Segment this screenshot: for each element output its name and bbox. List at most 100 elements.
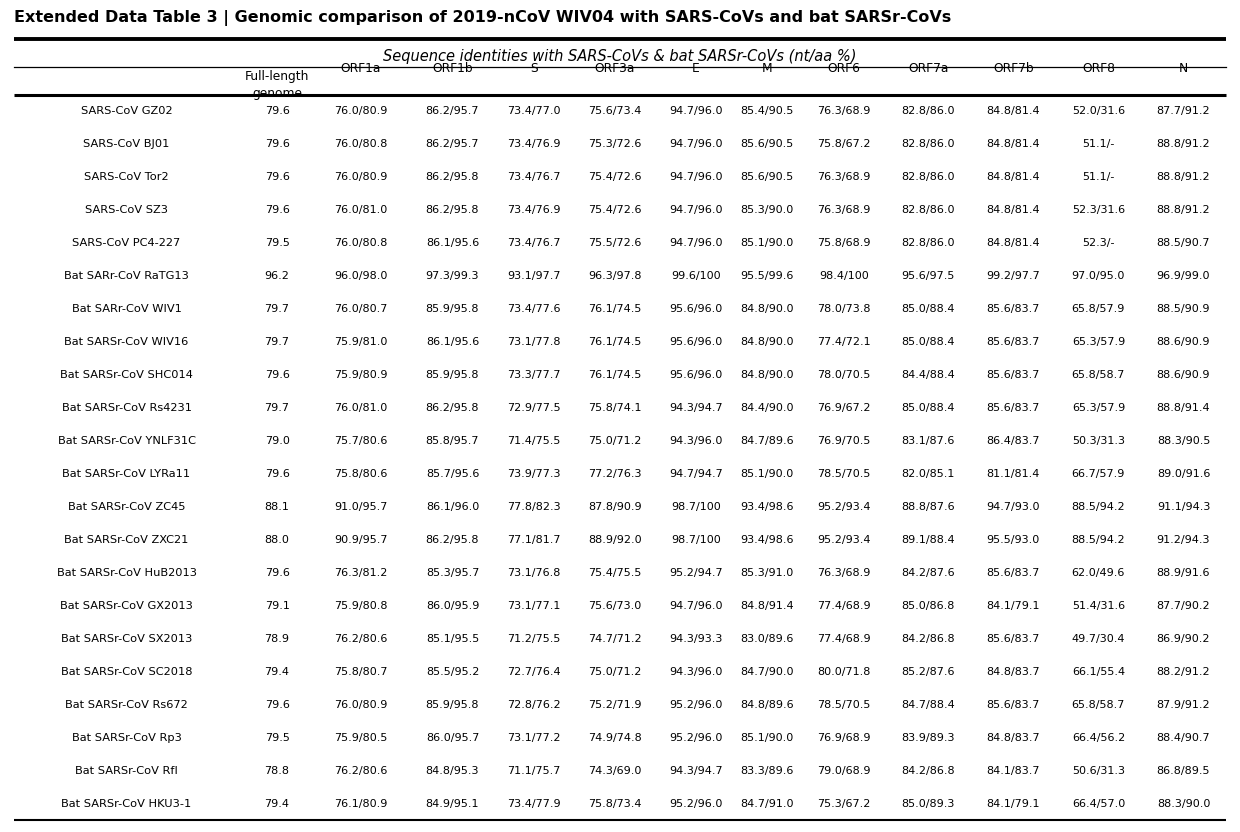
Text: 77.4/68.9: 77.4/68.9 [817, 634, 870, 644]
Text: Bat SARSr-CoV SHC014: Bat SARSr-CoV SHC014 [60, 370, 193, 380]
Text: 79.1: 79.1 [264, 601, 289, 611]
Text: 85.3/95.7: 85.3/95.7 [425, 568, 479, 578]
Text: 88.2/91.2: 88.2/91.2 [1157, 666, 1210, 676]
Text: 85.0/89.3: 85.0/89.3 [901, 799, 955, 809]
Text: 79.6: 79.6 [264, 206, 289, 215]
Text: 94.3/96.0: 94.3/96.0 [670, 436, 723, 446]
Text: 91.2/94.3: 91.2/94.3 [1157, 535, 1210, 545]
Text: 73.4/76.7: 73.4/76.7 [507, 238, 560, 248]
Text: 84.8/91.4: 84.8/91.4 [740, 601, 794, 611]
Text: ORF8: ORF8 [1081, 62, 1115, 75]
Text: 98.7/100: 98.7/100 [671, 502, 720, 512]
Text: 65.3/57.9: 65.3/57.9 [1071, 337, 1125, 347]
Text: Bat SARSr-CoV Rp3: Bat SARSr-CoV Rp3 [72, 733, 181, 743]
Text: 97.3/99.3: 97.3/99.3 [425, 271, 479, 281]
Text: 84.8/81.4: 84.8/81.4 [987, 238, 1040, 248]
Text: 84.8/95.3: 84.8/95.3 [425, 765, 479, 775]
Text: 85.3/91.0: 85.3/91.0 [740, 568, 794, 578]
Text: SARS-CoV BJ01: SARS-CoV BJ01 [83, 140, 170, 150]
Text: 81.1/81.4: 81.1/81.4 [987, 469, 1040, 479]
Text: 84.2/87.6: 84.2/87.6 [901, 568, 955, 578]
Text: 85.9/95.8: 85.9/95.8 [425, 700, 479, 710]
Text: 82.8/86.0: 82.8/86.0 [901, 140, 955, 150]
Text: 85.6/83.7: 85.6/83.7 [987, 337, 1040, 347]
Text: 84.1/79.1: 84.1/79.1 [987, 601, 1040, 611]
Text: 50.3/31.3: 50.3/31.3 [1071, 436, 1125, 446]
Text: 84.4/88.4: 84.4/88.4 [901, 370, 955, 380]
Text: 84.1/79.1: 84.1/79.1 [987, 799, 1040, 809]
Text: 94.7/96.0: 94.7/96.0 [670, 601, 723, 611]
Text: 76.0/80.9: 76.0/80.9 [334, 106, 388, 116]
Text: Bat SARSr-CoV YNLF31C: Bat SARSr-CoV YNLF31C [57, 436, 196, 446]
Text: 88.9/91.6: 88.9/91.6 [1157, 568, 1210, 578]
Text: 75.6/73.0: 75.6/73.0 [588, 601, 641, 611]
Text: 79.6: 79.6 [264, 568, 289, 578]
Text: 85.6/83.7: 85.6/83.7 [987, 370, 1040, 380]
Text: 79.0: 79.0 [264, 436, 289, 446]
Text: 76.0/81.0: 76.0/81.0 [335, 206, 387, 215]
Text: 89.1/88.4: 89.1/88.4 [901, 535, 955, 545]
Text: 75.8/80.6: 75.8/80.6 [334, 469, 388, 479]
Text: 94.7/94.7: 94.7/94.7 [670, 469, 723, 479]
Text: 76.9/68.9: 76.9/68.9 [817, 733, 870, 743]
Text: 96.0/98.0: 96.0/98.0 [334, 271, 388, 281]
Text: Bat SARSr-CoV WIV16: Bat SARSr-CoV WIV16 [64, 337, 188, 347]
Text: 94.3/93.3: 94.3/93.3 [670, 634, 723, 644]
Text: 82.0/85.1: 82.0/85.1 [901, 469, 955, 479]
Text: 73.4/77.6: 73.4/77.6 [507, 305, 560, 314]
Text: 99.2/97.7: 99.2/97.7 [987, 271, 1040, 281]
Text: 89.0/91.6: 89.0/91.6 [1157, 469, 1210, 479]
Text: ORF1b: ORF1b [433, 62, 472, 75]
Text: ORF3a: ORF3a [594, 62, 635, 75]
Text: 83.0/89.6: 83.0/89.6 [740, 634, 794, 644]
Text: 91.0/95.7: 91.0/95.7 [334, 502, 388, 512]
Text: Bat SARr-CoV WIV1: Bat SARr-CoV WIV1 [72, 305, 181, 314]
Text: 75.2/71.9: 75.2/71.9 [588, 700, 641, 710]
Text: 86.0/95.7: 86.0/95.7 [425, 733, 479, 743]
Text: 94.7/96.0: 94.7/96.0 [670, 238, 723, 248]
Text: 77.8/82.3: 77.8/82.3 [507, 502, 560, 512]
Text: 93.1/97.7: 93.1/97.7 [507, 271, 560, 281]
Text: 75.0/71.2: 75.0/71.2 [588, 666, 641, 676]
Text: 98.4/100: 98.4/100 [818, 271, 869, 281]
Text: Full-length
genome: Full-length genome [244, 70, 309, 100]
Text: 84.8/90.0: 84.8/90.0 [740, 370, 794, 380]
Text: 82.8/86.0: 82.8/86.0 [901, 172, 955, 182]
Text: 88.6/90.9: 88.6/90.9 [1157, 337, 1210, 347]
Text: 86.2/95.8: 86.2/95.8 [425, 172, 479, 182]
Text: 87.7/91.2: 87.7/91.2 [1157, 106, 1210, 116]
Text: Bat SARSr-CoV SC2018: Bat SARSr-CoV SC2018 [61, 666, 192, 676]
Text: 83.3/89.6: 83.3/89.6 [740, 765, 794, 775]
Text: 65.8/58.7: 65.8/58.7 [1071, 370, 1125, 380]
Text: 74.7/71.2: 74.7/71.2 [588, 634, 641, 644]
Text: 73.4/76.9: 73.4/76.9 [507, 140, 560, 150]
Text: 85.7/95.6: 85.7/95.6 [425, 469, 479, 479]
Text: 85.5/95.2: 85.5/95.2 [425, 666, 479, 676]
Text: 75.5/72.6: 75.5/72.6 [588, 238, 641, 248]
Text: 88.3/90.0: 88.3/90.0 [1157, 799, 1210, 809]
Text: 86.1/95.6: 86.1/95.6 [425, 238, 479, 248]
Text: 85.1/90.0: 85.1/90.0 [740, 238, 794, 248]
Text: 77.4/68.9: 77.4/68.9 [817, 601, 870, 611]
Text: 84.8/90.0: 84.8/90.0 [740, 337, 794, 347]
Text: 85.6/90.5: 85.6/90.5 [740, 172, 794, 182]
Text: 84.4/90.0: 84.4/90.0 [740, 403, 794, 413]
Text: 76.2/80.6: 76.2/80.6 [334, 765, 388, 775]
Text: 76.1/74.5: 76.1/74.5 [588, 370, 641, 380]
Text: 95.2/94.7: 95.2/94.7 [670, 568, 723, 578]
Text: 79.6: 79.6 [264, 370, 289, 380]
Text: 84.7/90.0: 84.7/90.0 [740, 666, 794, 676]
Text: 51.1/-: 51.1/- [1083, 172, 1115, 182]
Text: 98.7/100: 98.7/100 [671, 535, 720, 545]
Text: M: M [761, 62, 773, 75]
Text: 88.0: 88.0 [264, 535, 289, 545]
Text: 76.9/70.5: 76.9/70.5 [817, 436, 870, 446]
Text: 88.8/91.4: 88.8/91.4 [1157, 403, 1210, 413]
Text: 86.9/90.2: 86.9/90.2 [1157, 634, 1210, 644]
Text: 76.1/74.5: 76.1/74.5 [588, 337, 641, 347]
Text: 94.3/94.7: 94.3/94.7 [670, 403, 723, 413]
Text: 88.5/90.9: 88.5/90.9 [1157, 305, 1210, 314]
Text: N: N [1179, 62, 1188, 75]
Text: 84.9/95.1: 84.9/95.1 [425, 799, 479, 809]
Text: 79.4: 79.4 [264, 799, 290, 809]
